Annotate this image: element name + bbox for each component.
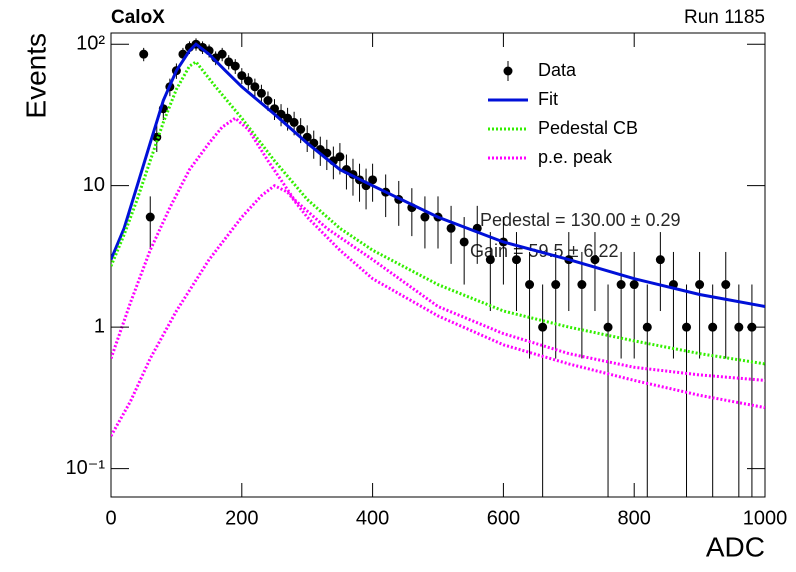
- data-point: [243, 76, 253, 86]
- fit-annotation: Gain = 59.5 ± 6.22: [470, 241, 618, 261]
- plot-area: [111, 38, 765, 497]
- data-point: [250, 82, 260, 92]
- data-point: [525, 280, 535, 290]
- curve: [111, 116, 765, 437]
- data-point: [721, 280, 731, 290]
- legend-marker: [503, 66, 513, 76]
- y-tick-label: 10⁻¹: [66, 457, 106, 479]
- chart-title: CaloX: [111, 7, 165, 28]
- data-point: [263, 95, 273, 105]
- data-point: [420, 212, 430, 222]
- data-point: [237, 71, 247, 81]
- data-point: [459, 237, 469, 247]
- data-point: [511, 255, 521, 265]
- legend-label: Fit: [538, 89, 558, 109]
- run-label: Run 1185: [684, 7, 765, 28]
- data-point: [256, 88, 266, 98]
- y-axis-title: Events: [20, 33, 51, 119]
- data-point: [538, 322, 548, 332]
- data-point: [230, 61, 240, 71]
- x-axis-title: ADC: [706, 531, 765, 562]
- x-tick-label: 0: [105, 507, 116, 529]
- data-point: [283, 113, 293, 123]
- legend-label: p.e. peak: [538, 147, 613, 167]
- data-point: [296, 124, 306, 134]
- data-point: [139, 49, 149, 59]
- x-tick-label: 400: [356, 507, 389, 529]
- data-point: [551, 280, 561, 290]
- data-point: [590, 255, 600, 265]
- data-point: [224, 57, 234, 67]
- data-point: [682, 322, 692, 332]
- data-point: [289, 117, 299, 127]
- plot-frame: [110, 32, 766, 498]
- data-point: [603, 322, 613, 332]
- data-point: [446, 223, 456, 233]
- data-point: [368, 175, 378, 185]
- data-point: [145, 212, 155, 222]
- x-tick-label: 1000: [743, 507, 788, 529]
- x-tick-label: 600: [487, 507, 520, 529]
- y-tick-label: 10: [83, 174, 105, 196]
- data-point: [642, 322, 652, 332]
- legend-label: Pedestal CB: [538, 118, 638, 138]
- data-point: [335, 152, 345, 162]
- curve: [111, 42, 765, 308]
- y-tick-label: 1: [94, 315, 105, 337]
- legend-label: Data: [538, 60, 577, 80]
- x-tick-label: 200: [225, 507, 258, 529]
- data-point: [577, 280, 587, 290]
- data-point: [485, 255, 495, 265]
- data-point: [708, 322, 718, 332]
- y-tick-label: 10²: [76, 32, 105, 54]
- data-point: [629, 280, 639, 290]
- data-point: [616, 280, 626, 290]
- data-point: [655, 255, 665, 265]
- data-point: [695, 280, 705, 290]
- x-tick-label: 800: [618, 507, 651, 529]
- data-point: [734, 322, 744, 332]
- fit-annotation: Pedestal = 130.00 ± 0.29: [480, 210, 681, 230]
- data-point: [217, 49, 227, 59]
